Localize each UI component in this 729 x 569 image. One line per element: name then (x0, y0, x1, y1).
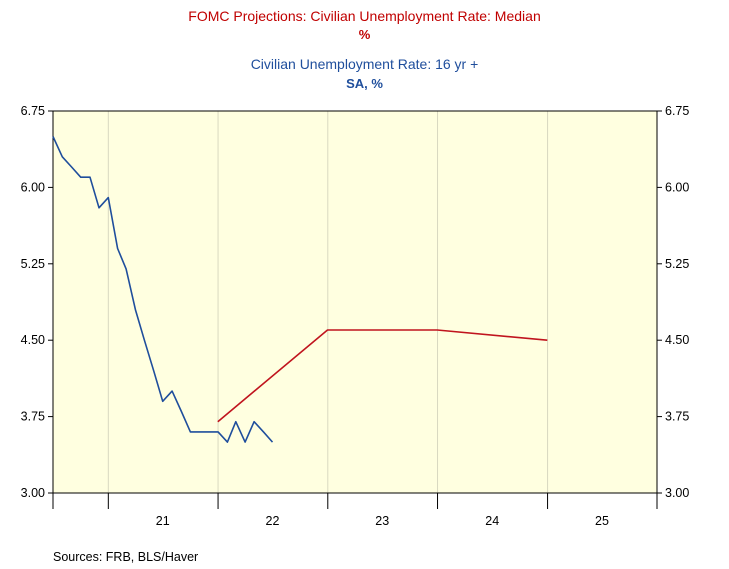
x-tick-label: 25 (595, 514, 609, 528)
y-tick-label-right: 6.00 (665, 180, 689, 194)
plot-frame (52, 110, 658, 494)
y-tick-label-left: 3.75 (21, 410, 45, 424)
y-tick-label-left: 6.75 (21, 104, 45, 118)
x-tick-label: 23 (375, 514, 389, 528)
y-tick-label-left: 4.50 (21, 333, 45, 347)
y-tick-label-left: 5.25 (21, 257, 45, 271)
y-tick-label-right: 4.50 (665, 333, 689, 347)
y-tick-label-left: 6.00 (21, 180, 45, 194)
chart-title-actual: Civilian Unemployment Rate: 16 yr + (250, 56, 479, 72)
x-tick-label: 22 (266, 514, 280, 528)
chart-title-projection: FOMC Projections: Civilian Unemployment … (188, 8, 541, 24)
y-tick-label-right: 5.25 (665, 257, 689, 271)
x-tick-label: 24 (485, 514, 499, 528)
y-tick-label-left: 3.00 (21, 486, 45, 500)
source-note: Sources: FRB, BLS/Haver (53, 550, 199, 564)
y-tick-label-right: 3.00 (665, 486, 689, 500)
projection-line (217, 329, 548, 423)
x-tick-label: 21 (156, 514, 170, 528)
y-tick-label-right: 3.75 (665, 410, 689, 424)
y-tick-label-right: 6.75 (665, 104, 689, 118)
chart-unit-projection: % (358, 27, 371, 42)
plot-area (53, 111, 657, 493)
chart-unit-actual: SA, % (346, 76, 383, 91)
unemployment-rate-line (52, 136, 274, 443)
